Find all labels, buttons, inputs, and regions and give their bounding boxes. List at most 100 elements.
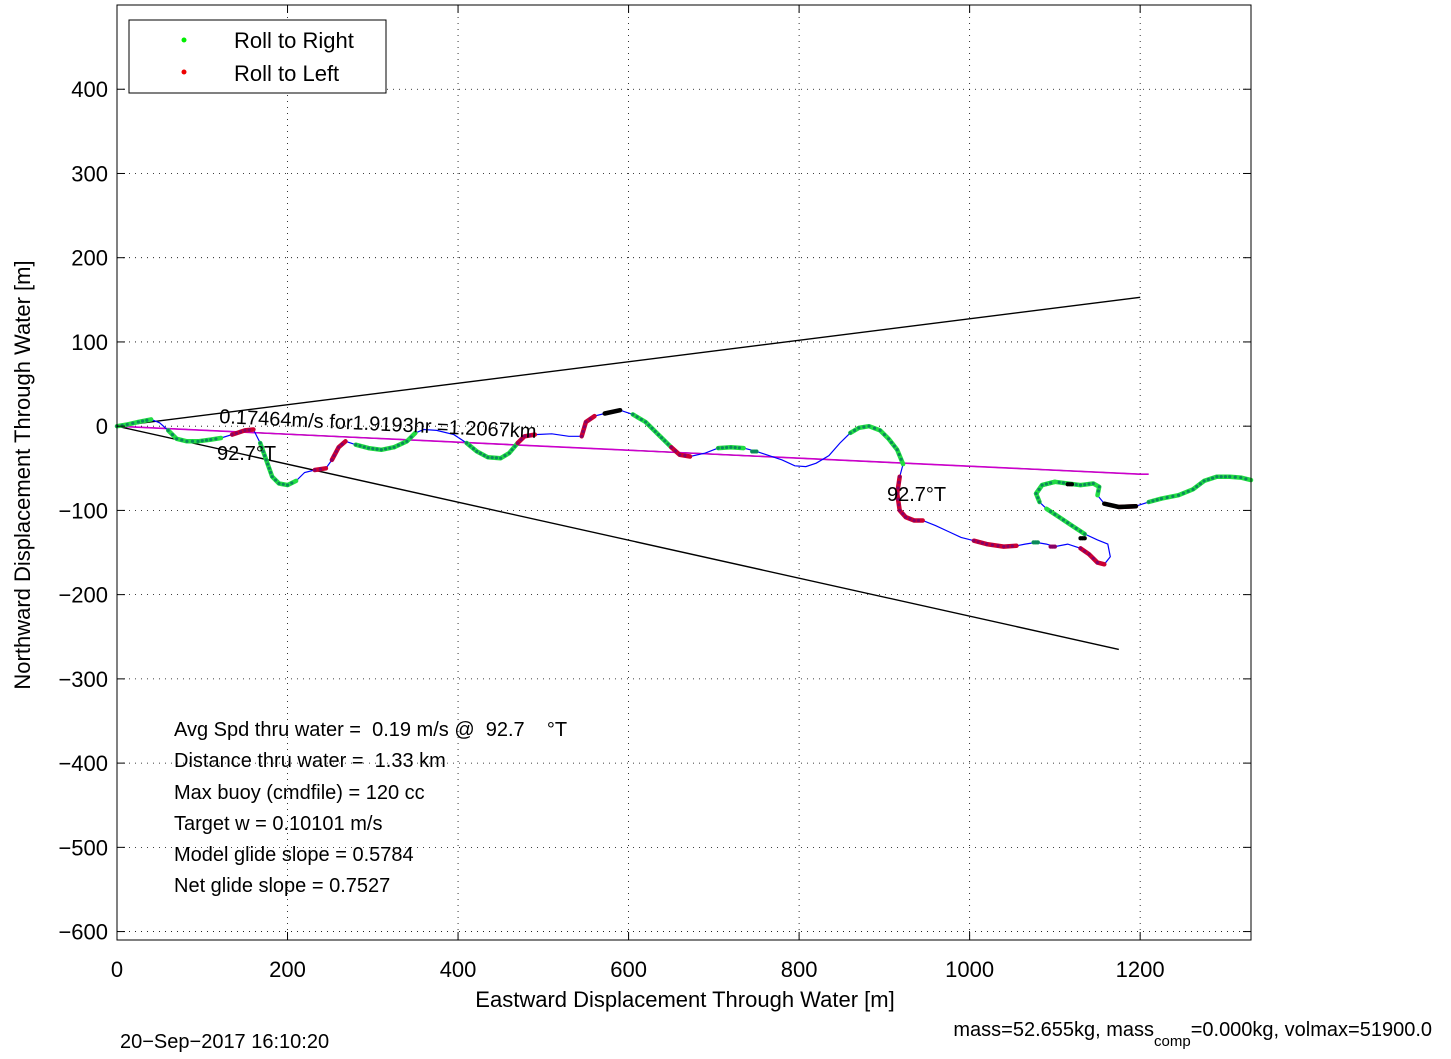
roll-right-marker <box>375 447 379 451</box>
roll-right-marker <box>720 446 724 450</box>
heading-annotation-1: 92.7°T <box>217 443 276 465</box>
roll-left-marker <box>980 541 985 545</box>
roll-right-marker <box>510 448 514 452</box>
roll-right-marker <box>1035 540 1040 545</box>
roll-left-marker <box>519 438 523 442</box>
y-axis-label: Northward Displacement Through Water [m] <box>10 260 35 689</box>
x-axis-label: Eastward Displacement Through Water [m] <box>475 987 894 1012</box>
neutral-marker <box>1082 536 1087 541</box>
roll-right-marker <box>647 423 651 427</box>
stats-max-buoy: Max buoy (cmdfile) = 120 cc <box>174 782 425 804</box>
roll-right-marker <box>852 428 857 432</box>
neutral-marker <box>1117 505 1121 509</box>
roll-left-marker <box>912 518 916 523</box>
roll-right-marker <box>1171 494 1175 498</box>
roll-right-marker <box>878 428 882 432</box>
roll-right-marker <box>897 452 901 457</box>
y-tick-label: 100 <box>71 330 108 355</box>
roll-right-marker <box>388 446 392 450</box>
roll-right-marker <box>1078 529 1083 533</box>
roll-right-marker <box>1061 481 1066 485</box>
roll-right-marker <box>366 446 371 450</box>
roll-right-marker <box>656 432 661 437</box>
roll-right-marker <box>125 422 129 427</box>
roll-right-marker <box>1037 487 1041 491</box>
roll-right-marker <box>270 475 274 479</box>
roll-right-marker <box>660 436 664 440</box>
roll-right-marker <box>260 445 264 449</box>
roll-right-marker <box>1097 485 1101 489</box>
roll-right-marker <box>862 425 866 429</box>
roll-right-marker <box>285 483 290 487</box>
roll-right-marker <box>733 445 737 450</box>
roll-right-marker <box>1049 481 1053 485</box>
roll-right-marker <box>1074 526 1078 530</box>
roll-left-marker <box>897 503 901 507</box>
legend-label-roll-left: Roll to Left <box>234 61 339 86</box>
roll-left-marker <box>528 433 532 438</box>
roll-right-marker <box>882 432 886 437</box>
x-tick-label: 0 <box>111 957 123 982</box>
roll-right-marker <box>261 449 265 454</box>
roll-right-marker <box>392 445 396 449</box>
roll-left-marker <box>669 445 673 449</box>
roll-left-marker <box>1087 552 1091 556</box>
footer-mass-suffix: =0.000kg, volmax=51900.0 <box>1191 1019 1432 1041</box>
footer-timestamp: 20−Sep−2017 16:10:20 <box>120 1031 329 1053</box>
roll-right-marker <box>666 442 670 446</box>
neutral-marker-band <box>602 407 623 416</box>
roll-right-marker <box>475 449 479 454</box>
stats-block: Avg Spd thru water = 0.19 m/s @ 92.7 °T … <box>174 719 567 897</box>
roll-left-marker <box>230 432 234 437</box>
roll-right-marker-band <box>464 440 520 461</box>
neutral-marker <box>613 409 617 413</box>
roll-left-marker <box>683 454 687 458</box>
roll-right-marker <box>1195 484 1199 489</box>
roll-right-marker <box>471 447 475 451</box>
roll-right-marker <box>354 443 358 447</box>
roll-right-marker <box>136 420 140 424</box>
roll-right-marker <box>258 441 262 445</box>
roll-right-marker <box>1096 489 1100 493</box>
roll-right-marker <box>1091 481 1095 486</box>
roll-left-marker <box>896 497 900 501</box>
stats-target-w: Target w = 0.10101 m/s <box>174 813 382 835</box>
roll-right-marker <box>507 451 511 455</box>
y-tick-label: −200 <box>58 583 108 608</box>
roll-right-marker <box>1165 495 1169 500</box>
roll-left-marker <box>581 429 585 434</box>
roll-left-marker <box>897 480 901 484</box>
roll-right-marker <box>1219 475 1223 479</box>
roll-left-marker <box>1052 544 1057 549</box>
roll-left-marker <box>916 518 921 523</box>
roll-right-marker <box>1223 475 1228 479</box>
roll-left-marker <box>990 543 994 547</box>
roll-right-marker <box>1147 500 1151 504</box>
legend-marker-roll-right <box>181 37 187 43</box>
roll-right-marker <box>635 415 639 419</box>
roll-right-marker <box>887 437 891 441</box>
roll-right-marker <box>196 439 200 443</box>
plot-frame <box>116 4 1252 941</box>
roll-right-marker <box>1228 475 1232 479</box>
roll-right-marker <box>494 456 499 460</box>
roll-left-marker <box>588 417 592 421</box>
neutral-marker <box>1102 502 1106 506</box>
roll-right-marker <box>848 431 852 435</box>
roll-left-marker-band <box>971 538 1019 549</box>
roll-left-marker <box>584 420 588 424</box>
roll-right-marker <box>145 418 149 422</box>
roll-left-marker <box>337 445 341 449</box>
y-tick-label: −300 <box>58 667 108 692</box>
roll-right-marker <box>1061 518 1066 522</box>
roll-right-marker-band <box>353 442 397 453</box>
neutral-marker <box>1107 503 1111 507</box>
roll-right-marker <box>639 417 643 422</box>
roll-left-marker <box>1083 549 1087 553</box>
roll-right-marker <box>729 445 733 449</box>
roll-right-marker <box>273 478 278 482</box>
roll-right-marker <box>482 453 486 457</box>
roll-right-marker <box>857 426 861 430</box>
roll-right-marker <box>1186 489 1190 493</box>
